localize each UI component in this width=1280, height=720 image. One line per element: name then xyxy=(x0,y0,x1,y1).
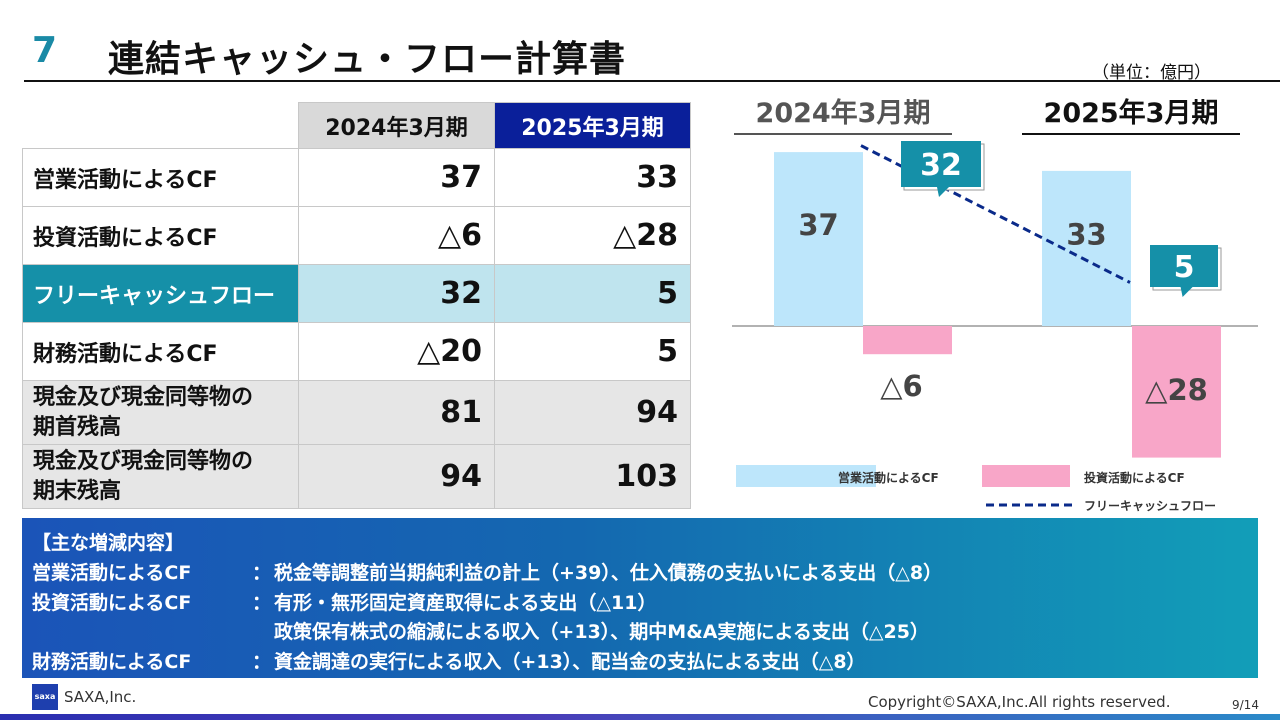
row-label: 投資活動によるCF xyxy=(22,206,299,265)
row-label: フリーキャッシュフロー xyxy=(22,264,299,323)
table-corner xyxy=(23,103,299,149)
cell-2025: 33 xyxy=(494,148,691,207)
callout-tail xyxy=(1180,287,1193,297)
table-row-opening-cash: 現金及び現金同等物の 期首残高 81 94 xyxy=(22,380,691,445)
cell-2025: 5 xyxy=(494,264,691,323)
row-label-line1: 現金及び現金同等物の xyxy=(33,448,254,474)
table-row-financing-cf: 財務活動によるCF △20 5 xyxy=(22,322,691,381)
notes-text: 有形・無形固定資産取得による支出（△11） xyxy=(274,592,657,614)
notes-separator: ： xyxy=(252,562,272,584)
notes-panel: 【主な増減内容】 営業活動によるCF：税金等調整前当期純利益の計上（+39）、仕… xyxy=(22,518,1258,678)
row-label: 現金及び現金同等物の 期首残高 xyxy=(22,380,299,445)
notes-category: 投資活動によるCF xyxy=(32,592,192,614)
cell-2024: △6 xyxy=(298,206,495,265)
callout-tail xyxy=(937,187,949,197)
cell-2025: 5 xyxy=(494,322,691,381)
free-cash-flow-label: 32 xyxy=(920,148,962,183)
notes-text: 資金調達の実行による収入（+13）、配当金の支払による支出（△8） xyxy=(274,651,866,673)
cell-2025: 94 xyxy=(494,380,691,445)
cash-flow-chart: 2024年3月期 2025年3月期 37 △6 33 △28 32 5 営業活動によるCF 投資活… xyxy=(732,97,1258,513)
notes-category: 財務活動によるCF xyxy=(32,651,192,673)
company-logo: saxa xyxy=(32,684,58,710)
table-row-investing-cf: 投資活動によるCF △6 △28 xyxy=(22,206,691,265)
category-label: 2025年3月期 xyxy=(1044,97,1219,129)
page-title: 連結キャッシュ・フロー計算書 xyxy=(108,39,627,80)
notes-separator: ： xyxy=(252,651,272,673)
cell-2024: 94 xyxy=(298,444,495,509)
cell-2025: △28 xyxy=(494,206,691,265)
legend-label-investing: 投資活動によるCF xyxy=(1084,470,1185,485)
table-row-closing-cash: 現金及び現金同等物の 期末残高 94 103 xyxy=(22,444,691,509)
operating-cf-bar xyxy=(1042,170,1131,326)
notes-category: 営業活動によるCF xyxy=(32,562,192,584)
cell-2024: 32 xyxy=(298,264,495,323)
section-number: 7 xyxy=(32,30,58,71)
operating-cf-label: 37 xyxy=(798,208,838,242)
company-name: SAXA,Inc. xyxy=(64,688,137,706)
notes-separator: ： xyxy=(252,592,272,614)
column-header-2024: 2024年3月期 xyxy=(298,102,495,149)
notes-row: 政策保有株式の縮減による収入（+13）、期中M&A実施による支出（△25） xyxy=(32,617,929,644)
page-number: 9/14 xyxy=(1232,698,1259,712)
row-label: 営業活動によるCF xyxy=(22,148,299,207)
cell-2025: 103 xyxy=(494,444,691,509)
table-row-operating-cf: 営業活動によるCF 37 33 xyxy=(22,148,691,207)
free-cash-flow-label: 5 xyxy=(1174,250,1195,285)
free-cash-flow-line xyxy=(860,144,1131,284)
row-label: 現金及び現金同等物の 期末残高 xyxy=(22,444,299,509)
investing-cf-bar xyxy=(1132,326,1221,458)
operating-cf-bar xyxy=(774,152,863,326)
category-label: 2024年3月期 xyxy=(756,97,931,129)
notes-heading: 【主な増減内容】 xyxy=(32,532,185,554)
cash-flow-table: 2024年3月期 2025年3月期 営業活動によるCF 37 33 投資活動によ… xyxy=(22,102,691,509)
investing-cf-bar xyxy=(863,326,952,355)
cell-2024: 81 xyxy=(298,380,495,445)
notes-row: 営業活動によるCF ：税金等調整前当期純利益の計上（+39）、仕入債務の支払いによ… xyxy=(32,558,942,585)
legend-swatch-operating xyxy=(736,465,876,487)
table-row-free-cash-flow: フリーキャッシュフロー 32 5 xyxy=(22,264,691,323)
notes-text: 税金等調整前当期純利益の計上（+39）、仕入債務の支払いによる支出（△8） xyxy=(274,562,943,584)
investing-cf-label: △6 xyxy=(880,369,922,403)
notes-row: 財務活動によるCF ：資金調達の実行による収入（+13）、配当金の支払による支出（… xyxy=(32,647,866,674)
table-header-row: 2024年3月期 2025年3月期 xyxy=(23,102,691,149)
operating-cf-label: 33 xyxy=(1066,217,1106,251)
unit-label: （単位：億円） xyxy=(1092,63,1211,83)
legend-swatch-investing xyxy=(982,465,1070,487)
column-header-2025: 2025年3月期 xyxy=(494,102,691,149)
copyright: Copyright©SAXA,Inc.All rights reserved. xyxy=(868,693,1171,711)
row-label: 財務活動によるCF xyxy=(22,322,299,381)
title-rule xyxy=(24,80,1280,82)
callout-box xyxy=(901,141,981,187)
callout-box xyxy=(1150,245,1218,287)
row-label-line2: 期末残高 xyxy=(33,478,122,504)
cell-2024: 37 xyxy=(298,148,495,207)
notes-text: 政策保有株式の縮減による収入（+13）、期中M&A実施による支出（△25） xyxy=(274,621,929,643)
footer-line xyxy=(0,714,1280,720)
legend-label-free-cash-flow: フリーキャッシュフロー xyxy=(1084,499,1216,513)
title-bar: 7 連結キャッシュ・フロー計算書 （単位：億円） xyxy=(0,0,1280,83)
investing-cf-label: △28 xyxy=(1145,373,1208,407)
row-label-line1: 現金及び現金同等物の xyxy=(33,384,254,410)
notes-row: 投資活動によるCF ：有形・無形固定資産取得による支出（△11） xyxy=(32,588,656,615)
legend-label-operating: 営業活動によるCF xyxy=(838,470,939,485)
row-label-line2: 期首残高 xyxy=(33,414,122,440)
cell-2024: △20 xyxy=(298,322,495,381)
